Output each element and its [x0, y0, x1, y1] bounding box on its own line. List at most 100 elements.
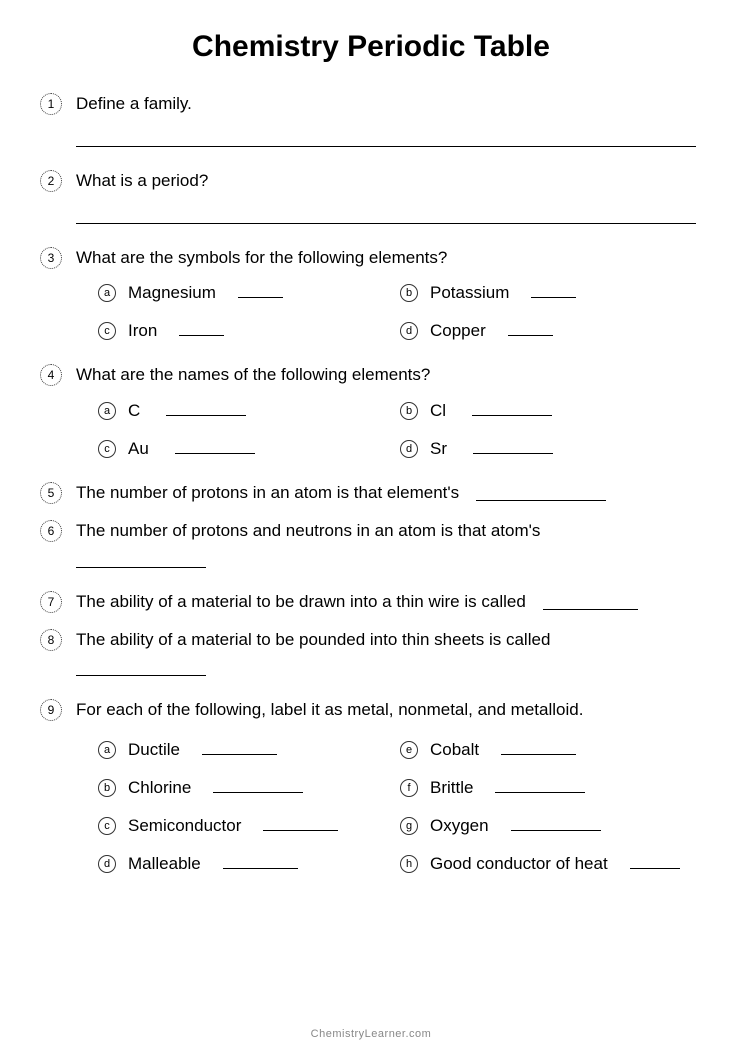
sub-label: f: [400, 779, 418, 797]
sub-label: b: [400, 402, 418, 420]
question-text: The ability of a material to be pounded …: [76, 628, 702, 652]
question-3: 3 What are the symbols for the following…: [40, 246, 702, 342]
sub-text: Good conductor of heat: [430, 854, 608, 874]
question-text: What is a period?: [76, 169, 702, 193]
answer-blank[interactable]: [472, 415, 552, 416]
question-5: 5 The number of protons in an atom is th…: [40, 481, 702, 505]
sub-label: c: [98, 322, 116, 340]
answer-blank[interactable]: [495, 792, 585, 793]
question-number: 7: [40, 591, 62, 613]
answer-line[interactable]: [76, 223, 696, 224]
question-text: What are the symbols for the following e…: [76, 246, 702, 270]
sub-item: d Copper: [400, 321, 702, 341]
answer-blank[interactable]: [213, 792, 303, 793]
sub-item: a C: [98, 401, 400, 421]
answer-blank[interactable]: [476, 500, 606, 501]
sub-text: Cl: [430, 401, 446, 421]
sub-label: g: [400, 817, 418, 835]
answer-blank[interactable]: [179, 335, 224, 336]
answer-blank[interactable]: [76, 675, 206, 676]
sub-text: Oxygen: [430, 816, 489, 836]
answer-line[interactable]: [76, 146, 696, 147]
sub-label: a: [98, 741, 116, 759]
sub-text: Ductile: [128, 740, 180, 760]
question-4: 4 What are the names of the following el…: [40, 363, 702, 459]
sub-label: d: [98, 855, 116, 873]
answer-blank[interactable]: [531, 297, 576, 298]
question-text: The number of protons and neutrons in an…: [76, 519, 702, 543]
answer-blank[interactable]: [166, 415, 246, 416]
question-1: 1 Define a family.: [40, 92, 702, 147]
answer-blank[interactable]: [175, 453, 255, 454]
sub-label: d: [400, 440, 418, 458]
answer-blank[interactable]: [263, 830, 338, 831]
question-9: 9 For each of the following, label it as…: [40, 698, 702, 874]
question-6: 6 The number of protons and neutrons in …: [40, 519, 702, 568]
answer-blank[interactable]: [202, 754, 277, 755]
sub-text: Semiconductor: [128, 816, 241, 836]
sub-item: g Oxygen: [400, 816, 702, 836]
answer-blank[interactable]: [630, 868, 680, 869]
question-number: 1: [40, 93, 62, 115]
sub-item: f Brittle: [400, 778, 702, 798]
sub-item: d Sr: [400, 439, 702, 459]
sub-label: d: [400, 322, 418, 340]
question-text: What are the names of the following elem…: [76, 363, 702, 387]
question-text: The ability of a material to be drawn in…: [76, 590, 702, 614]
sub-item: b Cl: [400, 401, 702, 421]
sub-label: e: [400, 741, 418, 759]
answer-blank[interactable]: [473, 453, 553, 454]
sub-text: Copper: [430, 321, 486, 341]
sub-label: c: [98, 817, 116, 835]
sub-text: Iron: [128, 321, 157, 341]
sub-item: e Cobalt: [400, 740, 702, 760]
question-text: Define a family.: [76, 92, 702, 116]
sub-text: Magnesium: [128, 283, 216, 303]
sub-text: C: [128, 401, 140, 421]
sub-item: h Good conductor of heat: [400, 854, 702, 874]
answer-blank[interactable]: [238, 297, 283, 298]
sub-text: Potassium: [430, 283, 509, 303]
answer-blank[interactable]: [543, 609, 638, 610]
sub-text: Cobalt: [430, 740, 479, 760]
answer-blank[interactable]: [501, 754, 576, 755]
question-text: For each of the following, label it as m…: [76, 698, 702, 722]
question-number: 4: [40, 364, 62, 386]
sub-text: Au: [128, 439, 149, 459]
answer-blank[interactable]: [511, 830, 601, 831]
sub-item: c Au: [98, 439, 400, 459]
question-text: The number of protons in an atom is that…: [76, 481, 702, 505]
question-7: 7 The ability of a material to be drawn …: [40, 590, 702, 614]
sub-item: c Iron: [98, 321, 400, 341]
question-text-span: The ability of a material to be drawn in…: [76, 592, 526, 611]
question-number: 3: [40, 247, 62, 269]
sub-text: Chlorine: [128, 778, 191, 798]
answer-blank[interactable]: [508, 335, 553, 336]
question-number: 2: [40, 170, 62, 192]
sub-label: b: [400, 284, 418, 302]
sub-label: a: [98, 402, 116, 420]
sub-item: a Magnesium: [98, 283, 400, 303]
answer-blank[interactable]: [223, 868, 298, 869]
question-text-span: The number of protons in an atom is that…: [76, 483, 459, 502]
sub-text: Sr: [430, 439, 447, 459]
sub-item: b Chlorine: [98, 778, 400, 798]
sub-item: a Ductile: [98, 740, 400, 760]
sub-label: a: [98, 284, 116, 302]
question-number: 9: [40, 699, 62, 721]
sub-item: b Potassium: [400, 283, 702, 303]
question-number: 5: [40, 482, 62, 504]
sub-text: Brittle: [430, 778, 473, 798]
sub-item: d Malleable: [98, 854, 400, 874]
question-number: 8: [40, 629, 62, 651]
sub-label: c: [98, 440, 116, 458]
question-8: 8 The ability of a material to be pounde…: [40, 628, 702, 677]
footer-attribution: ChemistryLearner.com: [0, 1028, 742, 1040]
sub-label: b: [98, 779, 116, 797]
question-2: 2 What is a period?: [40, 169, 702, 224]
sub-label: h: [400, 855, 418, 873]
answer-blank[interactable]: [76, 567, 206, 568]
worksheet-title: Chemistry Periodic Table: [40, 30, 702, 64]
question-number: 6: [40, 520, 62, 542]
sub-item: c Semiconductor: [98, 816, 400, 836]
